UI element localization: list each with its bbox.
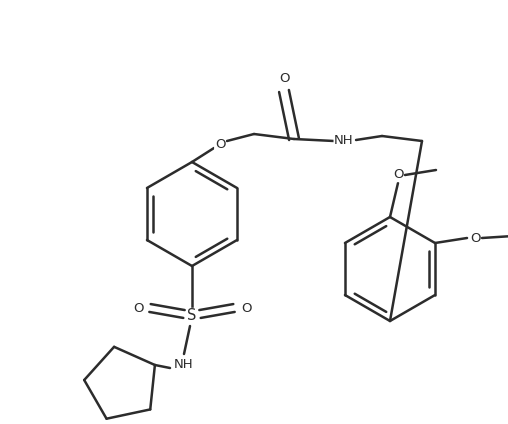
Text: O: O <box>241 301 251 315</box>
Text: O: O <box>279 73 289 86</box>
Text: NH: NH <box>174 357 194 371</box>
Text: NH: NH <box>334 134 354 148</box>
Text: O: O <box>133 301 143 315</box>
Text: O: O <box>470 232 480 245</box>
Text: O: O <box>393 168 403 181</box>
Text: S: S <box>187 309 197 324</box>
Text: O: O <box>215 137 225 151</box>
